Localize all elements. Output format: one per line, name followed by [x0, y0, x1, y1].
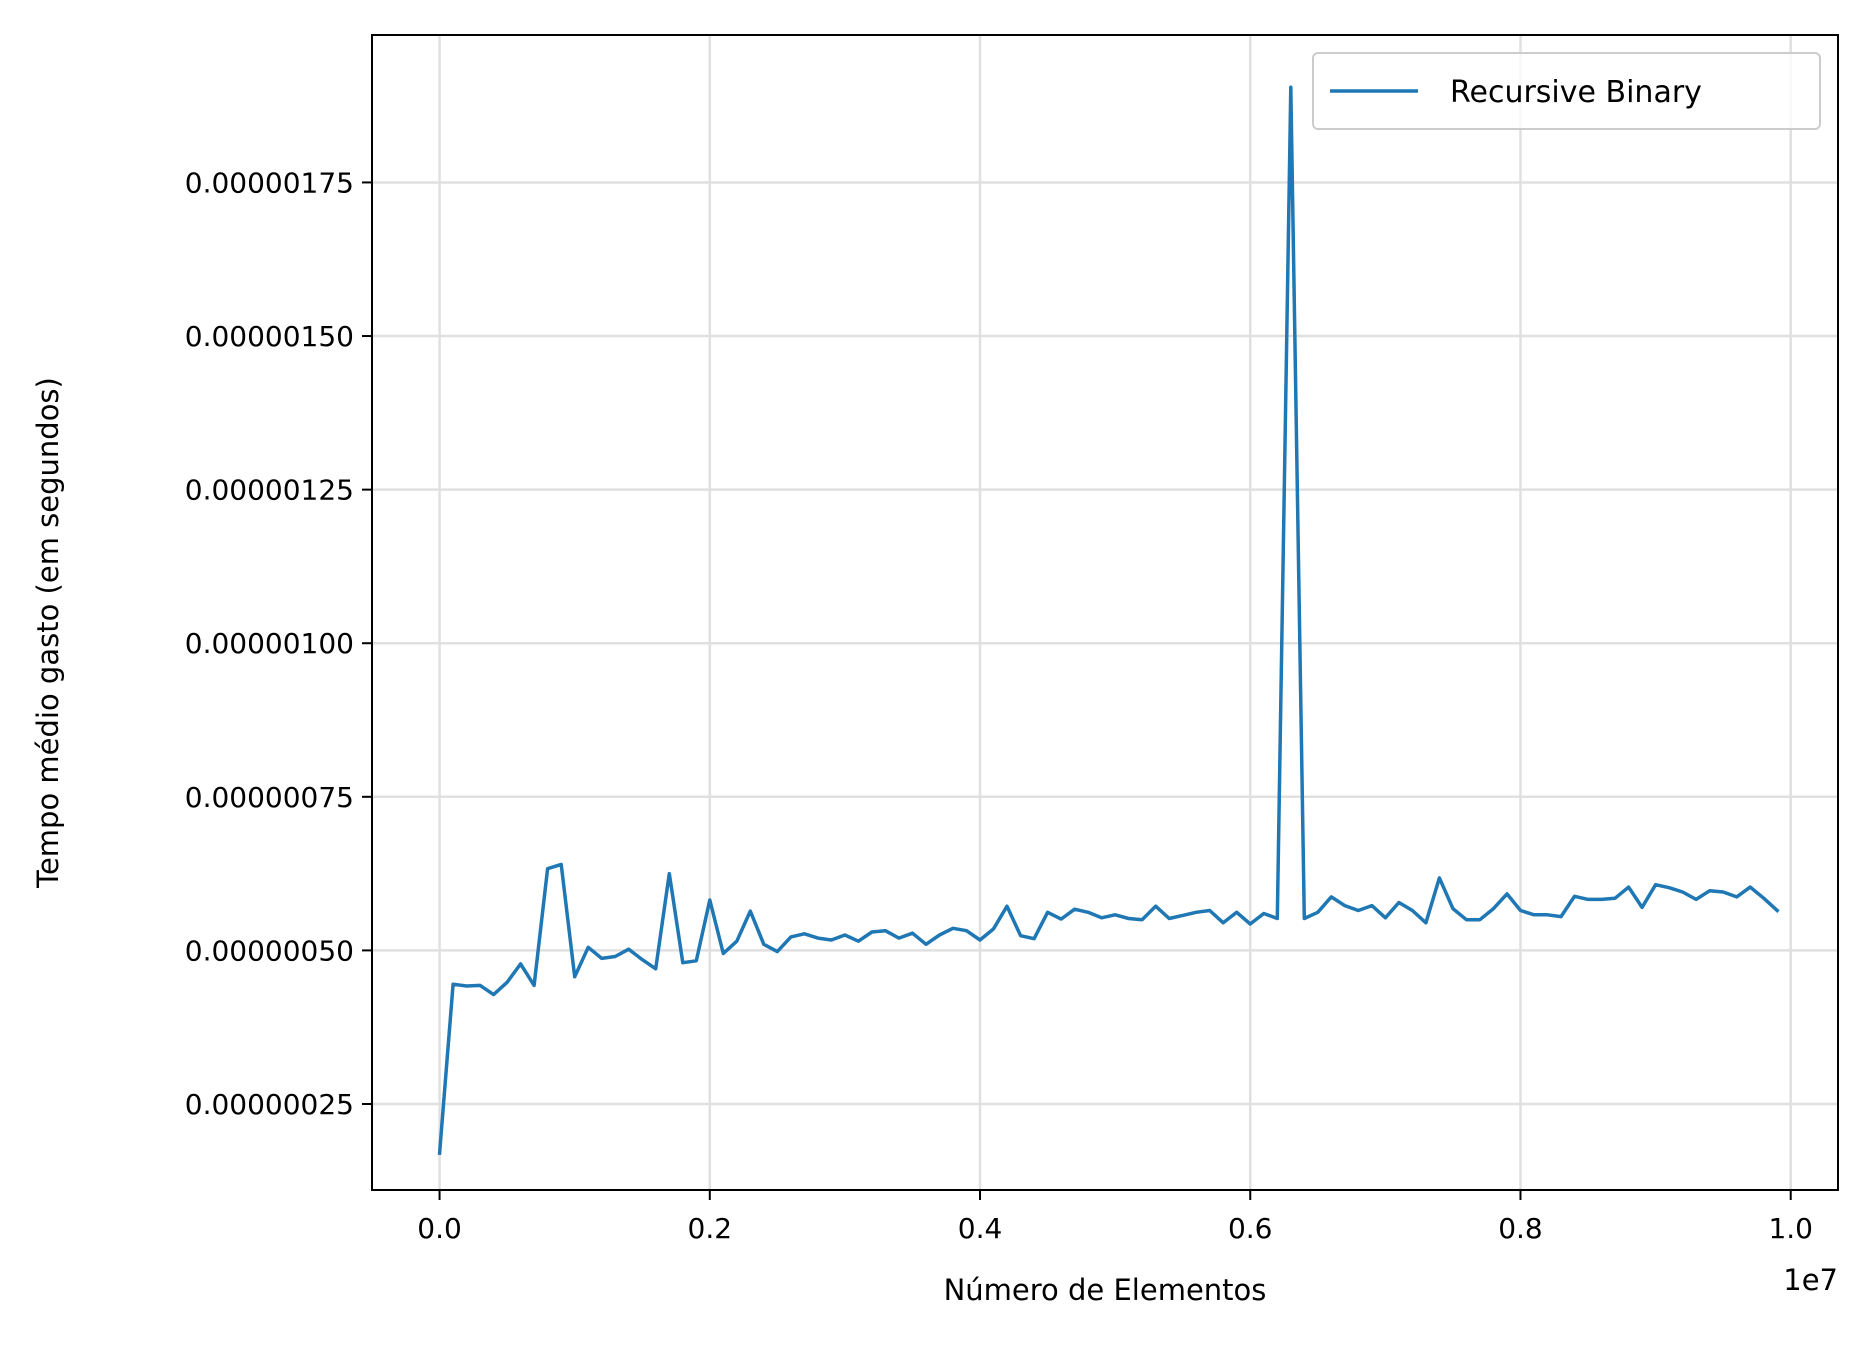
y-tick-label: 0.00000100: [185, 627, 354, 660]
x-tick-label: 0.8: [1498, 1212, 1543, 1245]
legend-box: [1312, 52, 1821, 130]
y-axis-label: Tempo médio gasto (em segundos): [31, 377, 65, 889]
y-tick-label: 0.00000175: [185, 166, 354, 199]
grid-lines: [372, 35, 1838, 1190]
x-axis-offset-label: 1e7: [1783, 1263, 1838, 1297]
y-tick-label: 0.00000025: [185, 1088, 354, 1121]
plot-frame: [371, 34, 1839, 1191]
legend-label: Recursive Binary: [1450, 75, 1702, 110]
series-layer: [437, 85, 1780, 1155]
x-tick-label: 0.0: [417, 1212, 462, 1245]
y-tick-label: 0.00000150: [185, 320, 354, 353]
legend: Recursive Binary: [1312, 52, 1821, 130]
x-tick-label: 0.4: [958, 1212, 1003, 1245]
y-axis-ticks: 0.00000025 0.00000050 0.00000075 0.00000100…: [185, 166, 372, 1121]
x-axis-label: Número de Elementos: [944, 1273, 1267, 1307]
series-line: [437, 85, 1780, 1155]
x-axis-ticks: 0.0 0.2 0.4 0.6 0.8 1.0: [417, 1190, 1813, 1245]
x-tick-label: 1.0: [1768, 1212, 1813, 1245]
y-tick-label: 0.00000075: [185, 781, 354, 814]
x-tick-label: 0.6: [1228, 1212, 1273, 1245]
y-tick-label: 0.00000050: [185, 934, 354, 967]
x-tick-label: 0.2: [688, 1212, 733, 1245]
y-tick-label: 0.00000125: [185, 474, 354, 507]
